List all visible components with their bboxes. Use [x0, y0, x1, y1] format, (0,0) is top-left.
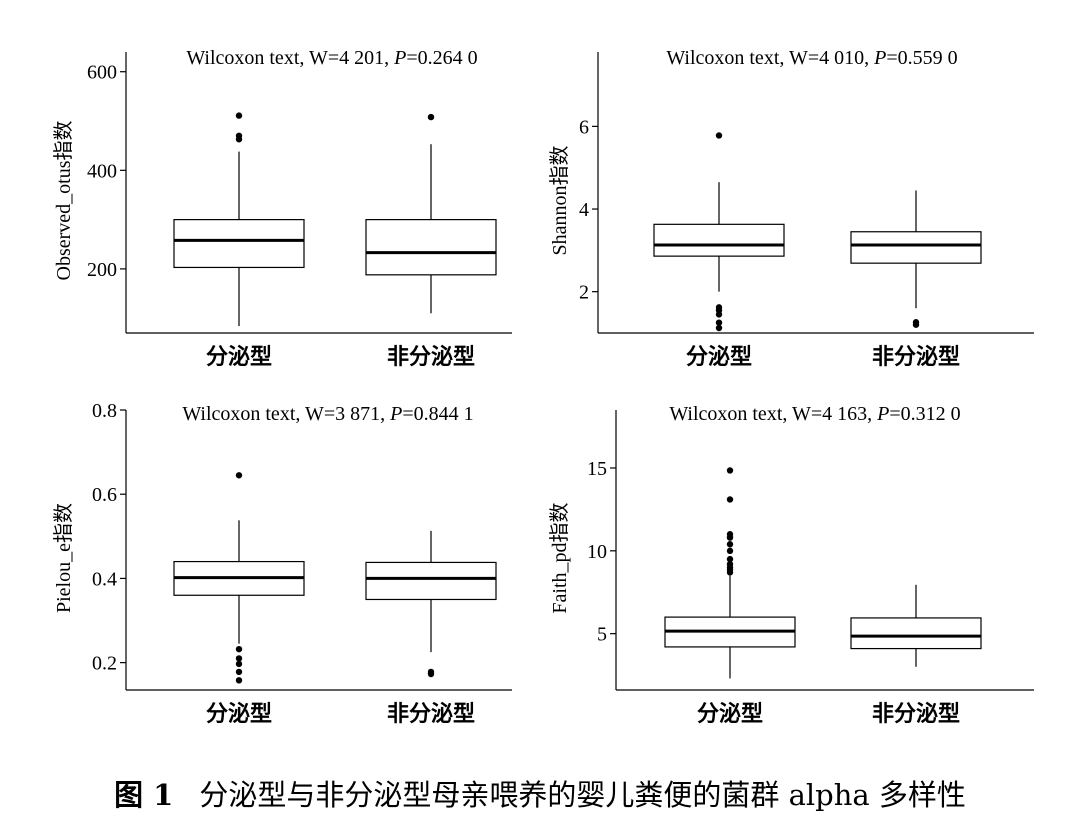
- outlier-point: [726, 531, 734, 538]
- box-2: 非分泌型: [365, 113, 497, 370]
- outlier-point: [715, 319, 723, 326]
- panel-title-text: Wilcoxon text, W=4 010,: [666, 47, 874, 69]
- panel-1: 200 400 600 Observed_otus指数 Wilcoxon text, W…: [52, 47, 512, 370]
- panel-title-text: Wilcoxon text, W=4 201,: [186, 47, 394, 69]
- figure-caption: 图 1 分泌型与非分泌型母亲喂养的婴儿粪便的菌群 alpha 多样性: [0, 772, 1080, 814]
- x-category-label: 分泌型: [206, 344, 272, 370]
- outlier-point: [726, 467, 734, 474]
- x-category-label: 非分泌型: [872, 701, 960, 727]
- y-axis-label: Observed_otus指数: [52, 121, 75, 281]
- panel-title-text: Wilcoxon text, W=3 871,: [182, 403, 390, 425]
- y-axis-label: Pielou_e指数: [52, 503, 75, 613]
- figure-caption-text: 分泌型与非分泌型母亲喂养的婴儿粪便的菌群 alpha 多样性: [199, 778, 966, 812]
- box-iqr: [365, 561, 497, 601]
- y-tick-label: 4: [579, 199, 589, 221]
- box-iqr: [653, 223, 785, 257]
- alpha-diversity-figure: 200 400 600 Observed_otus指数 Wilcoxon text, W…: [52, 47, 1034, 727]
- outlier-point: [235, 132, 243, 140]
- outlier-point: [235, 472, 243, 479]
- outlier-point: [726, 560, 734, 568]
- outlier-point: [235, 660, 243, 668]
- panel-title-value: =0.844 1: [402, 403, 473, 425]
- outlier-point: [427, 113, 435, 121]
- y-axis-label: Shannon指数: [548, 146, 571, 256]
- box-1: 分泌型: [653, 132, 785, 370]
- box-1: 分泌型: [664, 467, 796, 727]
- outlier-point: [235, 668, 243, 676]
- y-tick-label: 0.2: [92, 653, 117, 675]
- x-category-label: 分泌型: [206, 701, 272, 727]
- outlier-point: [726, 541, 734, 548]
- box-iqr: [365, 219, 497, 276]
- panel-title: Wilcoxon text, W=4 201, P=0.264 0: [186, 47, 477, 69]
- panel-title: Wilcoxon text, W=4 010, P=0.559 0: [666, 47, 957, 69]
- panel-4: 5 10 15 Faith_pd指数 Wilcoxon text, W=4 163, P…: [548, 403, 1034, 727]
- outlier-point: [715, 132, 723, 139]
- box-iqr: [173, 219, 305, 269]
- outlier-point: [715, 304, 723, 311]
- panel-title: Wilcoxon text, W=4 163, P=0.312 0: [669, 403, 960, 425]
- y-tick-label: 2: [579, 282, 589, 304]
- outlier-point: [726, 496, 734, 503]
- y-tick-label: 5: [597, 624, 607, 646]
- outlier-point: [235, 677, 243, 684]
- y-axis-label: Faith_pd指数: [548, 502, 571, 613]
- panel-2: 2 4 6 Shannon指数 Wilcoxon text, W=4 010, P=0.…: [548, 47, 1034, 370]
- box-2: 非分泌型: [850, 584, 982, 727]
- box-iqr: [850, 617, 982, 650]
- panel-3: 0.2 0.4 0.6 0.8 Pielou_e指数 Wilcoxon text, W=3…: [52, 400, 512, 727]
- panel-title-p: P: [393, 47, 406, 69]
- y-tick-label: 0.6: [92, 484, 117, 506]
- panel-title-p: P: [389, 403, 402, 425]
- outlier-point: [427, 668, 435, 676]
- outlier-point: [726, 555, 734, 563]
- y-tick-label: 0.8: [92, 400, 117, 422]
- outlier-point: [235, 645, 243, 653]
- box-1: 分泌型: [173, 112, 305, 370]
- y-tick-label: 10: [587, 541, 607, 563]
- x-category-label: 非分泌型: [387, 701, 475, 727]
- x-category-label: 非分泌型: [872, 344, 960, 370]
- y-tick-label: 0.4: [92, 568, 117, 590]
- y-tick-label: 200: [87, 259, 117, 281]
- box-1: 分泌型: [173, 472, 305, 727]
- y-tick-label: 600: [87, 62, 117, 84]
- x-category-label: 非分泌型: [387, 344, 475, 370]
- y-tick-label: 400: [87, 160, 117, 182]
- outlier-point: [235, 655, 243, 662]
- panel-title-p: P: [876, 403, 889, 425]
- figure-number: 图 1: [114, 778, 174, 812]
- panel-title-p: P: [873, 47, 886, 69]
- y-tick-label: 6: [579, 116, 589, 138]
- panel-title-text: Wilcoxon text, W=4 163,: [669, 403, 877, 425]
- box-2: 非分泌型: [365, 530, 497, 727]
- outlier-point: [235, 112, 243, 119]
- panel-title: Wilcoxon text, W=3 871, P=0.844 1: [182, 403, 473, 425]
- outlier-point: [912, 319, 920, 326]
- panel-title-value: =0.559 0: [886, 47, 957, 69]
- outlier-point: [726, 547, 734, 555]
- box-2: 非分泌型: [850, 190, 982, 370]
- box-iqr: [850, 231, 982, 264]
- panel-title-value: =0.264 0: [406, 47, 477, 69]
- y-tick-label: 15: [587, 458, 607, 480]
- x-category-label: 分泌型: [697, 701, 763, 727]
- outlier-point: [715, 324, 723, 332]
- x-category-label: 分泌型: [686, 344, 752, 370]
- panel-title-value: =0.312 0: [889, 403, 960, 425]
